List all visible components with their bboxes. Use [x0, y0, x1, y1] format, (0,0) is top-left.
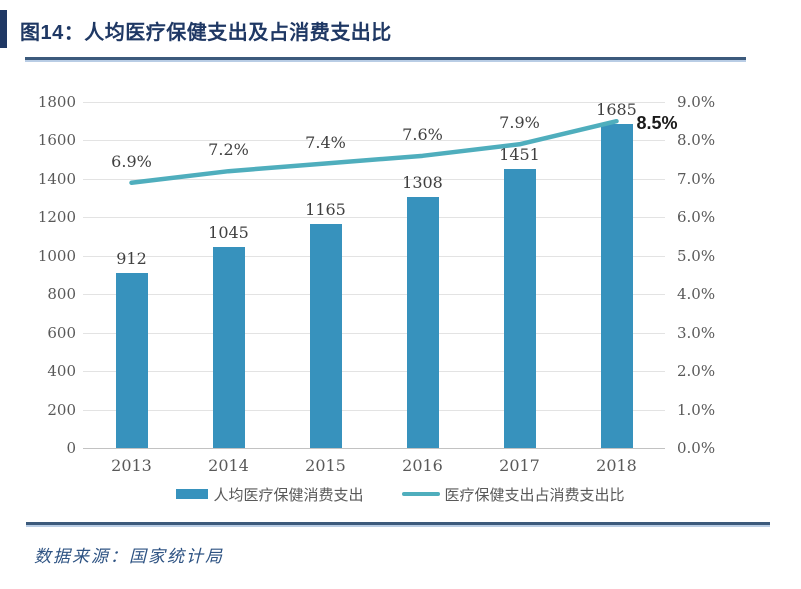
bar-2013: [115, 272, 148, 448]
line-point-label-highlight: 8.5%: [636, 113, 678, 134]
figure-title: 图14：人均医疗保健支出及占消费支出比: [20, 22, 392, 44]
bar-2016: [406, 196, 439, 448]
right-axis-tick: 6.0%: [677, 208, 716, 227]
x-axis-tick: 2016: [402, 456, 443, 475]
bar-2017: [503, 169, 536, 448]
x-axis-baseline: [83, 448, 665, 449]
bar-value-label: 1451: [499, 145, 540, 165]
bar-value-label: 1045: [208, 223, 249, 243]
x-axis-tick: 2013: [111, 456, 152, 475]
gridline: [83, 178, 665, 180]
title-divider: [25, 57, 746, 62]
left-axis-tick: 400: [47, 362, 76, 381]
right-axis-tick: 3.0%: [677, 323, 716, 342]
left-axis-tick: 600: [47, 323, 76, 342]
line-point-label: 7.2%: [208, 140, 249, 160]
gridline: [83, 217, 665, 219]
legend-item-line-series: 医疗保健支出占消费支出比: [401, 484, 625, 505]
gridline: [83, 140, 665, 142]
right-axis-tick: 4.0%: [677, 285, 716, 304]
gridline: [83, 332, 665, 334]
left-axis-tick: 0: [66, 439, 76, 457]
right-axis-tick: 7.0%: [677, 169, 716, 188]
legend-item-bar-series: 人均医疗保健消费支出: [176, 484, 364, 505]
right-axis-tick: 1.0%: [677, 400, 716, 419]
right-axis-tick: 9.0%: [677, 93, 716, 111]
gridline: [83, 409, 665, 411]
line-point-label: 7.4%: [305, 132, 346, 152]
left-axis-tick: 1800: [37, 93, 76, 111]
right-axis-tick: 2.0%: [677, 362, 716, 381]
line-series-label: 医疗保健支出占消费支出比: [444, 485, 625, 504]
bar-value-label: 1685: [596, 100, 637, 120]
bar-value-label: 912: [116, 248, 147, 268]
bar-2014: [212, 247, 245, 448]
gridline: [83, 102, 665, 103]
right-axis-tick: 0.0%: [677, 439, 716, 457]
left-axis-tick: 1200: [37, 208, 76, 227]
right-axis-tick: 8.0%: [677, 131, 716, 150]
gridline: [83, 371, 665, 373]
line-point-label: 7.9%: [499, 113, 540, 133]
bar-2015: [309, 224, 342, 448]
x-axis-tick: 2014: [208, 456, 249, 475]
gridline: [83, 294, 665, 296]
bar-2018: [600, 124, 633, 448]
line-point-label: 7.6%: [402, 124, 443, 144]
bar-value-label: 1165: [305, 200, 346, 220]
footer-divider: [26, 522, 770, 527]
line-series-swatch: [401, 492, 440, 496]
bar-series-swatch: [176, 489, 209, 499]
right-axis-tick: 5.0%: [677, 246, 716, 265]
x-axis-tick: 2015: [305, 456, 346, 475]
chart-legend: 人均医疗保健消费支出 医疗保健支出占消费支出比: [0, 483, 801, 505]
title-accent-bar: [0, 10, 7, 48]
gridline: [83, 255, 665, 257]
line-point-label: 6.9%: [111, 151, 152, 171]
left-axis-tick: 200: [47, 400, 76, 419]
bar-value-label: 1308: [402, 172, 443, 192]
x-axis-tick: 2017: [499, 456, 540, 475]
bar-series-label: 人均医疗保健消费支出: [213, 485, 364, 504]
left-axis-tick: 1600: [37, 131, 76, 150]
x-axis-tick: 2018: [596, 456, 637, 475]
left-axis-tick: 800: [47, 285, 76, 304]
left-axis-tick: 1400: [37, 169, 76, 188]
data-source: 数据来源：国家统计局: [34, 547, 224, 567]
left-axis-tick: 1000: [37, 246, 76, 265]
